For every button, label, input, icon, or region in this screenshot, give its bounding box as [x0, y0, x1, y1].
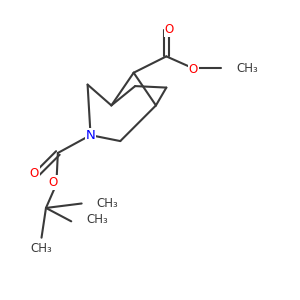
Text: CH₃: CH₃	[31, 242, 52, 255]
Text: O: O	[29, 167, 39, 180]
Text: O: O	[188, 63, 198, 76]
Text: CH₃: CH₃	[97, 197, 118, 210]
Text: O: O	[165, 23, 174, 36]
Text: N: N	[86, 129, 95, 142]
Text: CH₃: CH₃	[236, 62, 258, 75]
Text: O: O	[49, 176, 58, 189]
Text: CH₃: CH₃	[86, 213, 108, 226]
